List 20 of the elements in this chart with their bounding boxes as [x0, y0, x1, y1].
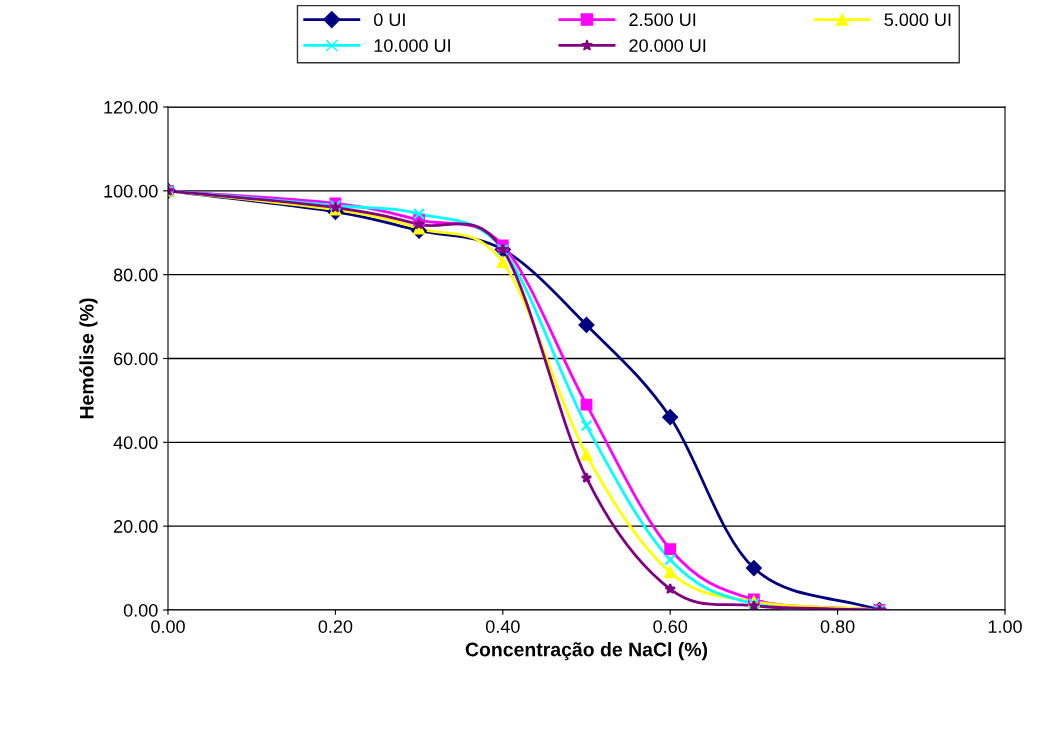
x-tick-label: 1.00 — [988, 620, 1022, 633]
y-tick-label: 120.00 — [104, 100, 158, 114]
y-tick-label: 40.00 — [113, 436, 158, 450]
legend-label: 0 UI — [374, 13, 405, 27]
legend-label: 2.500 UI — [629, 13, 696, 27]
y-tick-label: 0.00 — [123, 603, 158, 617]
x-tick-label: 0.40 — [485, 620, 520, 633]
y-axis-title: Hemólise (%) — [79, 298, 98, 419]
y-tick-label: 80.00 — [113, 268, 158, 282]
legend-label: 10.000 UI — [374, 39, 450, 52]
legend-label: 5.000 UI — [884, 13, 951, 27]
y-tick-label: 20.00 — [114, 520, 158, 533]
y-tick-label: 60.00 — [114, 352, 158, 366]
x-tick-label: 0.20 — [318, 620, 353, 633]
x-axis-title: Concentração de NaCl (%) — [465, 642, 708, 661]
x-tick-label: 0.80 — [820, 620, 855, 633]
y-tick-label: 100.00 — [104, 184, 158, 198]
x-tick-label: 0.00 — [151, 620, 185, 633]
legend-label: 20.000 UI — [629, 39, 706, 52]
x-tick-label: 0.60 — [653, 620, 688, 633]
